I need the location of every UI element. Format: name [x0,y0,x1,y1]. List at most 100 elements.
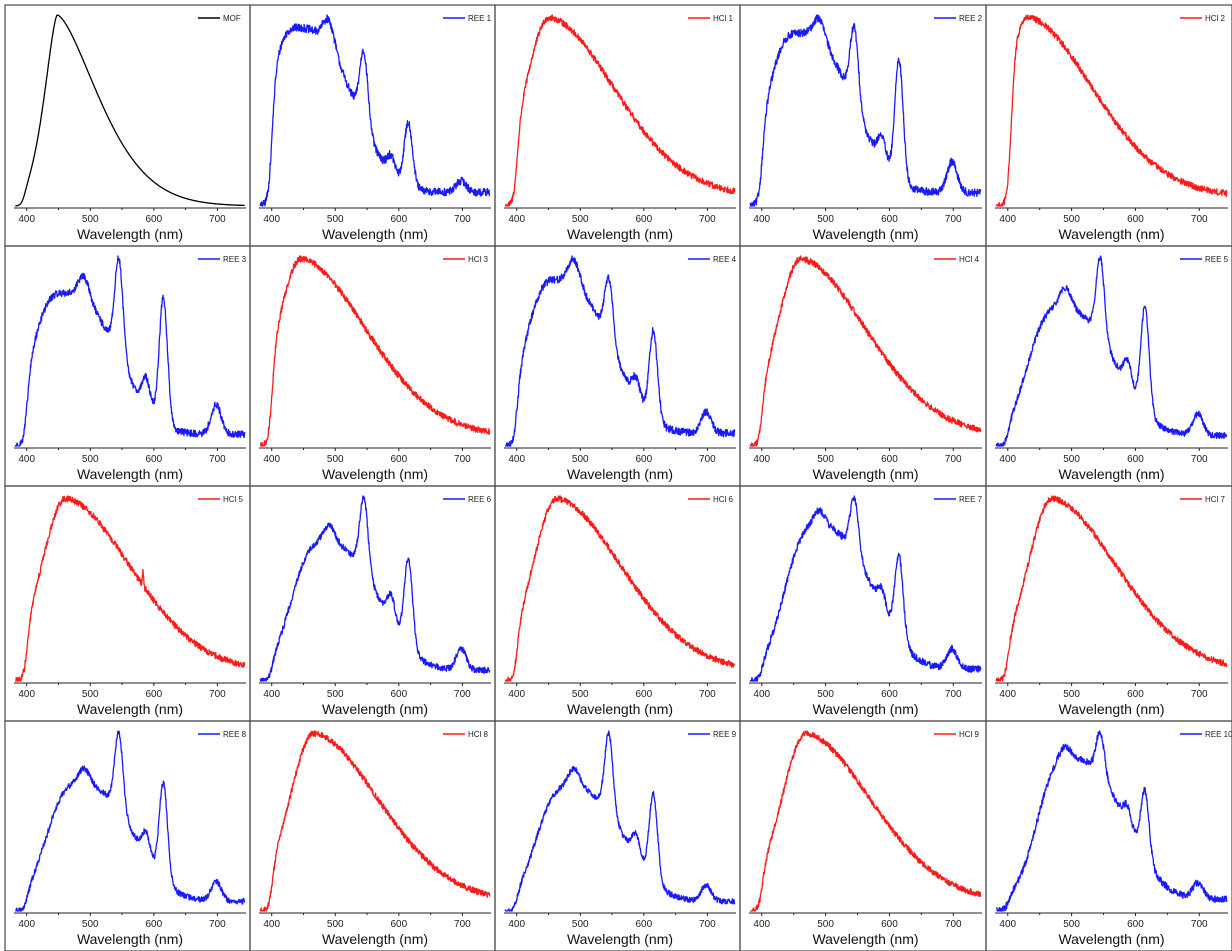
x-axis-label: Wavelength (nm) [77,226,183,242]
panel: 400 500 600 700 Wavelength (nm) REE 10 [985,720,1232,951]
x-tick-label: 400 [18,689,35,700]
x-tick-label: 700 [209,689,226,700]
x-tick-label: 400 [753,214,770,225]
x-tick-label: 400 [999,214,1016,225]
spectrum-line [749,495,982,682]
x-tick-label: 600 [145,214,162,225]
legend-label: HCl 9 [959,730,980,739]
panel: 400 500 600 700 Wavelength (nm) REE 7 [739,485,987,722]
x-tick-label: 700 [699,919,716,930]
x-tick-label: 400 [508,454,525,465]
x-tick-label: 400 [999,919,1016,930]
x-tick-label: 600 [390,454,407,465]
panel: 400 500 600 700 Wavelength (nm) HCl 2 [985,4,1232,247]
x-tick-label: 400 [508,214,525,225]
x-axis-label: Wavelength (nm) [322,931,428,947]
panel-frame [739,4,987,247]
spectrum-line [259,255,491,447]
x-tick-label: 500 [572,214,589,225]
legend-label: HCl 4 [959,255,980,264]
x-tick-label: 700 [699,689,716,700]
legend-label: REE 10 [1205,730,1232,739]
x-tick-label: 600 [635,919,652,930]
x-axis-label: Wavelength (nm) [77,701,183,717]
x-tick-label: 400 [999,689,1016,700]
panel: 400 500 600 700 Wavelength (nm) HCl 4 [739,245,987,487]
x-tick-label: 500 [817,214,834,225]
legend-label: HCl 1 [713,14,734,23]
x-tick-label: 700 [945,454,962,465]
x-tick-label: 600 [390,689,407,700]
x-tick-label: 600 [635,214,652,225]
x-tick-label: 600 [390,214,407,225]
panel: 400 500 600 700 Wavelength (nm) REE 5 [985,245,1232,487]
x-tick-label: 600 [881,689,898,700]
x-tick-label: 400 [263,454,280,465]
x-tick-label: 500 [327,689,344,700]
x-tick-label: 600 [635,689,652,700]
x-tick-label: 600 [1127,919,1144,930]
x-tick-label: 700 [209,214,226,225]
x-axis-label: Wavelength (nm) [567,226,673,242]
x-tick-label: 400 [18,919,35,930]
x-axis-label: Wavelength (nm) [77,931,183,947]
x-tick-label: 500 [82,919,99,930]
legend-label: REE 1 [468,14,492,23]
x-tick-label: 500 [1063,919,1080,930]
panel-frame [249,485,496,722]
x-axis-label: Wavelength (nm) [1058,701,1164,717]
spectrum-line [14,14,246,207]
x-tick-label: 600 [1127,214,1144,225]
x-tick-label: 500 [572,454,589,465]
x-tick-label: 500 [817,689,834,700]
panel: 400 500 600 700 Wavelength (nm) REE 2 [739,4,987,247]
x-axis-label: Wavelength (nm) [812,226,918,242]
x-axis-label: Wavelength (nm) [322,701,428,717]
x-tick-label: 700 [1191,919,1208,930]
spectrum-line [14,495,246,682]
x-tick-label: 500 [82,454,99,465]
legend-label: HCl 7 [1205,495,1226,504]
x-tick-label: 700 [209,919,226,930]
x-axis-label: Wavelength (nm) [567,931,673,947]
panel: 400 500 600 700 Wavelength (nm) MOF [4,4,251,247]
x-tick-label: 500 [82,689,99,700]
x-tick-label: 500 [82,214,99,225]
legend-label: HCl 3 [468,255,489,264]
x-tick-label: 600 [635,454,652,465]
panel-frame [249,720,496,951]
x-tick-label: 500 [572,919,589,930]
x-tick-label: 500 [1063,454,1080,465]
x-axis-label: Wavelength (nm) [1058,931,1164,947]
x-tick-label: 500 [327,919,344,930]
x-tick-label: 700 [454,919,471,930]
spectrum-line [995,495,1228,682]
x-axis-label: Wavelength (nm) [567,701,673,717]
panel: 400 500 600 700 Wavelength (nm) HCl 6 [494,485,741,722]
x-tick-label: 500 [327,214,344,225]
panel: 400 500 600 700 Wavelength (nm) REE 6 [249,485,496,722]
spectrum-line [14,255,246,447]
legend-label: HCl 2 [1205,14,1226,23]
x-tick-label: 400 [508,689,525,700]
x-tick-label: 600 [881,454,898,465]
x-tick-label: 400 [753,689,770,700]
spectrum-line [749,14,982,207]
panel-frame [739,245,987,487]
panel: 400 500 600 700 Wavelength (nm) HCl 3 [249,245,496,487]
legend-label: HCl 6 [713,495,734,504]
x-tick-label: 700 [945,919,962,930]
legend-label: REE 6 [468,495,492,504]
spectrum-line [995,255,1228,447]
x-tick-label: 500 [572,689,589,700]
x-tick-label: 700 [699,214,716,225]
x-tick-label: 600 [145,689,162,700]
panel: 400 500 600 700 Wavelength (nm) HCl 1 [494,4,741,247]
panel: 400 500 600 700 Wavelength (nm) HCl 5 [4,485,251,722]
panel-frame [985,4,1232,247]
x-tick-label: 700 [699,454,716,465]
spectrum-line [259,14,491,207]
x-tick-label: 600 [1127,689,1144,700]
spectrum-line [14,730,246,912]
legend-label: REE 5 [1205,255,1229,264]
